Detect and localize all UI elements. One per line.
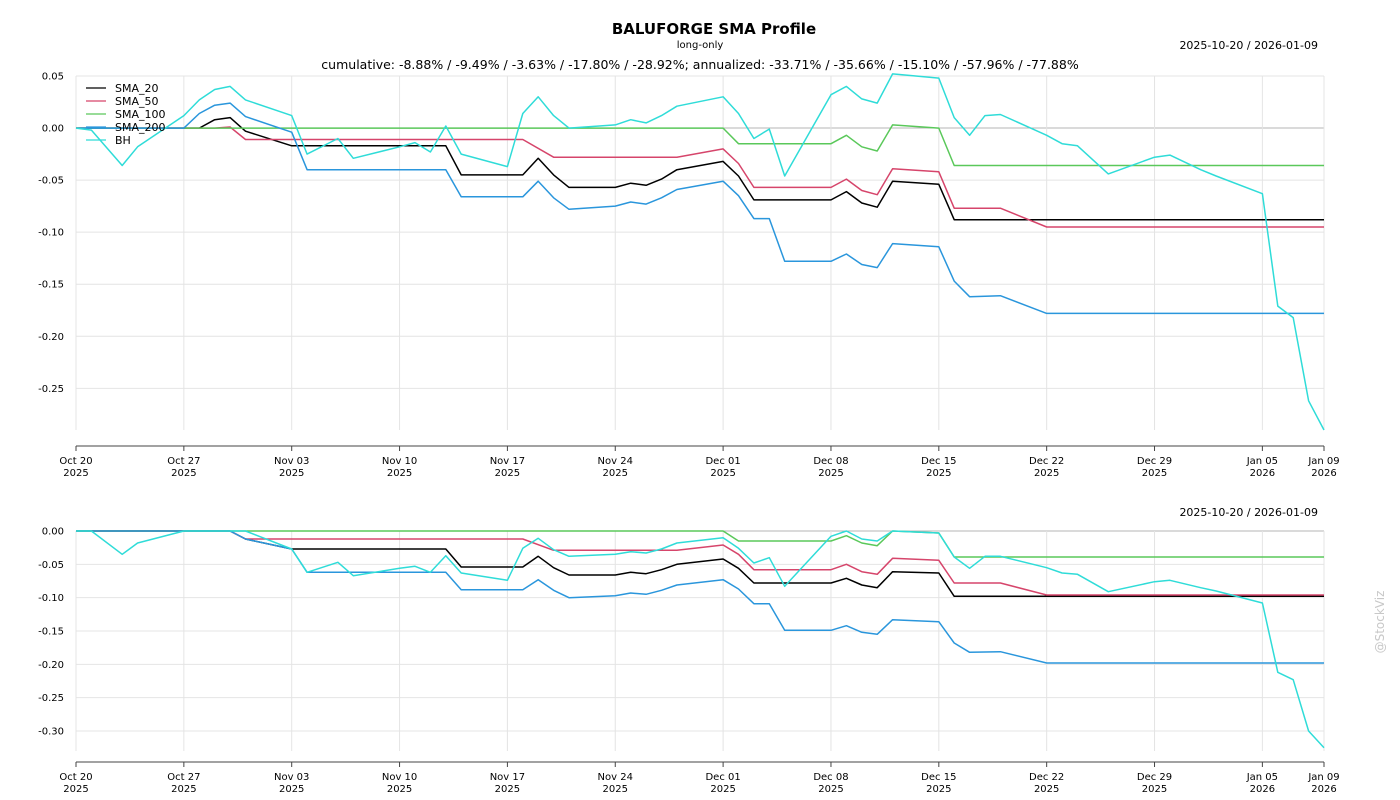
y-tick-label: -0.10 bbox=[38, 593, 64, 604]
x-tick-label: Nov 03 bbox=[274, 772, 309, 783]
x-tick-year: 2025 bbox=[818, 468, 843, 479]
x-tick-label: Dec 15 bbox=[921, 456, 956, 467]
y-tick-label: 0.00 bbox=[42, 124, 64, 135]
x-tick-label: Jan 09 bbox=[1307, 456, 1339, 467]
x-tick-year: 2025 bbox=[387, 784, 412, 795]
series-line-sma-50 bbox=[76, 530, 1324, 596]
series-line-bh bbox=[75, 73, 1325, 431]
x-tick-year: 2025 bbox=[603, 784, 628, 795]
x-tick-year: 2025 bbox=[63, 784, 88, 795]
y-tick-label: -0.05 bbox=[38, 176, 64, 187]
y-tick-label: -0.25 bbox=[38, 693, 64, 704]
series-line-sma-20 bbox=[76, 116, 1324, 221]
legend-label: BH bbox=[115, 134, 131, 147]
x-tick-label: Dec 01 bbox=[705, 456, 740, 467]
x-tick-label: Nov 17 bbox=[490, 456, 525, 467]
x-tick-label: Oct 27 bbox=[167, 456, 200, 467]
bottom-panel: 0.00 -0.05 -0.10 -0.15 -0.20 -0.25 -0.30 Oct 20… bbox=[38, 527, 1340, 796]
x-tick-year: 2025 bbox=[710, 784, 735, 795]
legend-label: SMA_20 bbox=[115, 82, 159, 95]
series-line-sma-100 bbox=[76, 530, 1324, 558]
x-tick-label: Nov 10 bbox=[382, 772, 417, 783]
series-line-sma-200 bbox=[76, 102, 1324, 315]
x-tick-year: 2025 bbox=[171, 468, 196, 479]
x-tick-year: 2025 bbox=[818, 784, 843, 795]
x-tick-label: Jan 09 bbox=[1307, 772, 1339, 783]
x-tick-label: Nov 10 bbox=[382, 456, 417, 467]
x-tick-year: 2026 bbox=[1250, 468, 1275, 479]
legend-label: SMA_50 bbox=[115, 95, 159, 108]
x-tick-year: 2025 bbox=[603, 468, 628, 479]
y-tick-label: -0.25 bbox=[38, 384, 64, 395]
x-tick-year: 2025 bbox=[495, 468, 520, 479]
chart-title: BALUFORGE SMA Profile bbox=[612, 20, 816, 38]
x-tick-year: 2025 bbox=[171, 784, 196, 795]
x-tick-year: 2025 bbox=[710, 468, 735, 479]
x-tick-year: 2025 bbox=[63, 468, 88, 479]
x-tick-label: Dec 01 bbox=[705, 772, 740, 783]
x-tick-year: 2025 bbox=[279, 784, 304, 795]
x-tick-label: Oct 27 bbox=[167, 772, 200, 783]
x-tick-label: Oct 20 bbox=[59, 772, 92, 783]
x-tick-label: Dec 29 bbox=[1137, 772, 1172, 783]
y-tick-label: -0.05 bbox=[38, 560, 64, 571]
x-tick-label: Jan 05 bbox=[1246, 772, 1278, 783]
x-tick-label: Nov 24 bbox=[598, 772, 633, 783]
y-tick-label: -0.30 bbox=[38, 727, 64, 738]
x-tick-label: Dec 15 bbox=[921, 772, 956, 783]
series-line-sma-200 bbox=[76, 530, 1324, 664]
x-tick-label: Dec 22 bbox=[1029, 772, 1064, 783]
series-line-sma-100 bbox=[76, 124, 1324, 167]
x-tick-year: 2026 bbox=[1311, 784, 1336, 795]
x-tick-label: Dec 22 bbox=[1029, 456, 1064, 467]
x-tick-label: Nov 03 bbox=[274, 456, 309, 467]
y-tick-label: -0.15 bbox=[38, 627, 64, 638]
y-tick-label: 0.05 bbox=[42, 72, 64, 83]
legend-label: SMA_100 bbox=[115, 108, 166, 121]
x-tick-year: 2025 bbox=[926, 784, 951, 795]
x-tick-year: 2025 bbox=[1142, 784, 1167, 795]
x-tick-year: 2025 bbox=[1034, 784, 1059, 795]
x-tick-year: 2025 bbox=[1034, 468, 1059, 479]
x-tick-year: 2025 bbox=[387, 468, 412, 479]
date-range-top: 2025-10-20 / 2026-01-09 bbox=[1179, 39, 1318, 52]
x-tick-label: Dec 29 bbox=[1137, 456, 1172, 467]
x-tick-label: Dec 08 bbox=[813, 772, 848, 783]
watermark: @StockViz bbox=[1373, 591, 1387, 654]
x-tick-label: Oct 20 bbox=[59, 456, 92, 467]
series-line-sma-50 bbox=[76, 126, 1324, 228]
series-line-bh bbox=[76, 530, 1325, 749]
x-tick-label: Dec 08 bbox=[813, 456, 848, 467]
x-tick-label: Nov 17 bbox=[490, 772, 525, 783]
x-tick-label: Jan 05 bbox=[1246, 456, 1278, 467]
x-tick-year: 2026 bbox=[1250, 784, 1275, 795]
y-tick-label: -0.15 bbox=[38, 280, 64, 291]
chart-subtitle: long-only bbox=[677, 40, 724, 51]
x-tick-year: 2025 bbox=[926, 468, 951, 479]
y-tick-label: -0.20 bbox=[38, 660, 64, 671]
date-range-bottom: 2025-10-20 / 2026-01-09 bbox=[1179, 506, 1318, 519]
cumulative-stats: cumulative: -8.88% / -9.49% / -3.63% / -… bbox=[321, 57, 1079, 72]
y-tick-label: -0.10 bbox=[38, 228, 64, 239]
x-tick-year: 2026 bbox=[1311, 468, 1336, 479]
y-tick-label: -0.20 bbox=[38, 332, 64, 343]
x-tick-year: 2025 bbox=[1142, 468, 1167, 479]
x-tick-label: Nov 24 bbox=[598, 456, 633, 467]
x-tick-year: 2025 bbox=[279, 468, 304, 479]
series-line-sma-20 bbox=[76, 530, 1324, 598]
legend-label: SMA_200 bbox=[115, 121, 166, 134]
y-tick-label: 0.00 bbox=[42, 527, 64, 538]
x-tick-year: 2025 bbox=[495, 784, 520, 795]
